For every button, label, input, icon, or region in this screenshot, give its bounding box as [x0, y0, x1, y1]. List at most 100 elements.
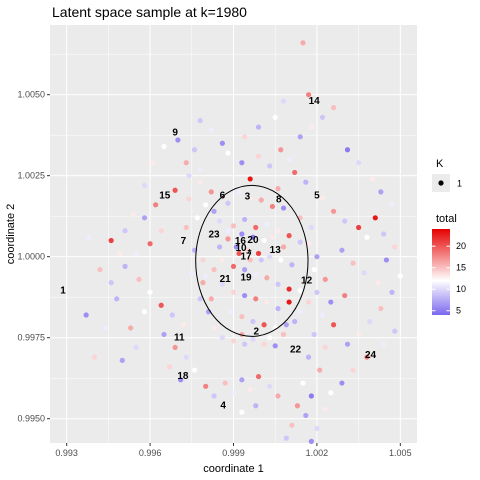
- data-point: [83, 312, 89, 318]
- data-point: [297, 288, 303, 294]
- legend-color-title: total: [436, 213, 457, 225]
- data-point: [330, 105, 337, 111]
- data-point: [322, 276, 328, 282]
- x-tick-label: 0.993: [55, 448, 78, 458]
- data-point: [280, 244, 287, 250]
- data-point: [230, 289, 237, 295]
- data-point: [330, 208, 337, 214]
- data-point: [103, 325, 109, 331]
- y-tick-label: 1.0025: [17, 171, 45, 181]
- data-point: [364, 354, 370, 360]
- data-point: [255, 153, 262, 159]
- data-point: [339, 380, 345, 386]
- data-point: [216, 244, 223, 250]
- data-point: [239, 377, 245, 383]
- data-point: [247, 386, 253, 393]
- confidence-ellipse: [195, 184, 309, 337]
- data-point: [130, 211, 137, 218]
- data-point: [289, 422, 295, 428]
- data-point: [297, 309, 303, 315]
- x-tick-label: 0.996: [139, 448, 162, 458]
- x-axis-title: coordinate 1: [203, 463, 264, 475]
- data-point: [247, 195, 253, 201]
- point-label: 14: [309, 96, 321, 107]
- y-tick-label: 1.0050: [17, 90, 45, 100]
- y-tick-label: 0.9975: [17, 333, 45, 343]
- data-point: [133, 250, 139, 257]
- data-point: [219, 335, 225, 341]
- data-point: [356, 331, 362, 338]
- data-point: [211, 393, 217, 399]
- data-point: [141, 182, 148, 188]
- data-point: [158, 302, 164, 308]
- data-point: [253, 403, 259, 409]
- data-point: [264, 299, 270, 305]
- data-point: [283, 435, 289, 441]
- data-point: [344, 147, 351, 153]
- point-label: 5: [314, 190, 320, 201]
- data-point: [292, 169, 298, 176]
- data-point: [161, 331, 167, 338]
- data-point: [86, 234, 92, 240]
- data-point: [230, 263, 237, 270]
- data-point: [203, 273, 209, 279]
- data-point: [128, 325, 134, 331]
- data-point: [239, 160, 245, 166]
- data-point: [255, 250, 262, 257]
- data-point: [361, 270, 367, 276]
- data-point: [381, 231, 387, 237]
- data-point: [330, 322, 337, 328]
- data-point: [219, 281, 225, 287]
- data-point: [305, 299, 312, 305]
- point-label: 21: [220, 274, 232, 285]
- data-point: [389, 202, 395, 208]
- data-point: [108, 280, 114, 286]
- data-point: [261, 237, 267, 244]
- x-tick-label: 1.002: [306, 448, 329, 458]
- data-point: [203, 383, 209, 389]
- data-point: [261, 341, 267, 347]
- data-point: [186, 173, 192, 179]
- data-point: [319, 312, 326, 318]
- point-label: 24: [365, 350, 377, 361]
- data-point: [303, 412, 309, 419]
- data-point: [247, 176, 253, 182]
- data-point: [308, 224, 314, 231]
- data-point: [255, 124, 262, 130]
- data-point: [236, 250, 242, 257]
- data-point: [356, 160, 362, 166]
- point-label: 2: [254, 326, 260, 337]
- data-point: [319, 195, 326, 201]
- data-point: [369, 176, 376, 182]
- data-point: [186, 196, 192, 202]
- data-point: [392, 244, 398, 250]
- data-point: [372, 215, 378, 221]
- data-point: [211, 267, 217, 273]
- data-point: [116, 250, 123, 257]
- data-point: [97, 267, 103, 273]
- data-point: [208, 127, 214, 133]
- data-point: [178, 377, 184, 383]
- data-point: [311, 267, 317, 273]
- data-point: [147, 289, 153, 295]
- data-point: [389, 289, 395, 295]
- data-point: [253, 224, 259, 231]
- data-point: [314, 425, 320, 432]
- data-point: [108, 237, 114, 244]
- data-point: [375, 280, 381, 286]
- data-point: [328, 299, 334, 305]
- data-point: [342, 292, 348, 299]
- data-point: [242, 267, 248, 273]
- data-point: [200, 257, 206, 263]
- data-point: [317, 367, 323, 373]
- y-axis: 0.9950 0.9975 1.0000 1.0025 1.0050: [17, 90, 50, 424]
- data-point: [203, 202, 209, 208]
- point-label: 10: [235, 243, 247, 254]
- point-label: 16: [235, 236, 247, 247]
- data-point: [239, 231, 245, 237]
- data-point: [275, 305, 281, 312]
- data-point: [208, 296, 214, 302]
- data-point: [197, 117, 203, 124]
